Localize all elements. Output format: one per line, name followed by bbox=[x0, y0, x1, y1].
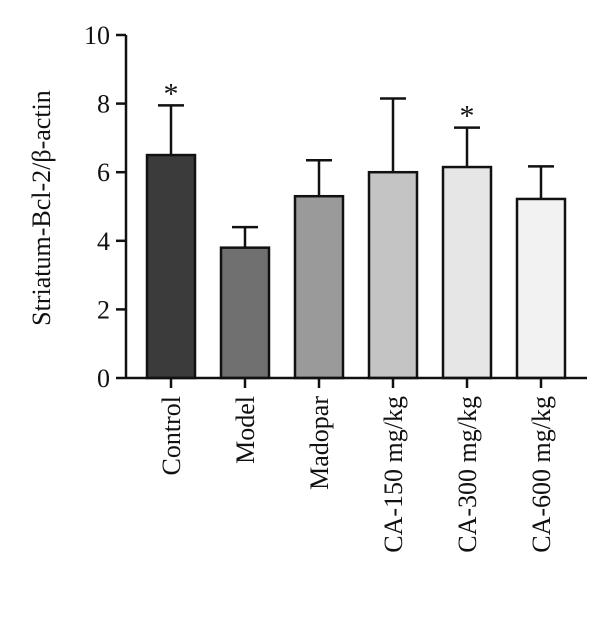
bar bbox=[515, 197, 567, 380]
x-tick-label: CA-300 mg/kg bbox=[453, 396, 482, 553]
bar bbox=[293, 194, 345, 380]
x-tick-label: Model bbox=[231, 396, 260, 464]
significance-marker: * bbox=[460, 100, 475, 133]
y-tick-label: 4 bbox=[97, 227, 110, 256]
bar bbox=[367, 170, 419, 380]
x-tick-label: CA-600 mg/kg bbox=[527, 396, 556, 553]
x-tick-label: Control bbox=[157, 396, 186, 475]
y-axis-title: Striatum-Bcl-2/β-actin bbox=[27, 90, 56, 326]
y-axis: 0 2 4 6 8 10 bbox=[84, 21, 128, 393]
y-tick-label: 6 bbox=[97, 158, 110, 187]
bars: ** bbox=[145, 77, 567, 380]
y-tick-label: 8 bbox=[97, 90, 110, 119]
bar bbox=[441, 165, 493, 380]
y-tick-label: 0 bbox=[97, 364, 110, 393]
x-tick-label: Madopar bbox=[305, 396, 334, 490]
x-tick-label: CA-150 mg/kg bbox=[379, 396, 408, 553]
y-tick-label: 10 bbox=[84, 21, 110, 50]
bar bbox=[145, 153, 197, 380]
y-tick-label: 2 bbox=[97, 295, 110, 324]
significance-marker: * bbox=[164, 77, 179, 110]
x-axis: Control Model Madopar CA-150 mg/kg CA-300 mg… bbox=[126, 376, 587, 553]
bar bbox=[219, 246, 271, 380]
